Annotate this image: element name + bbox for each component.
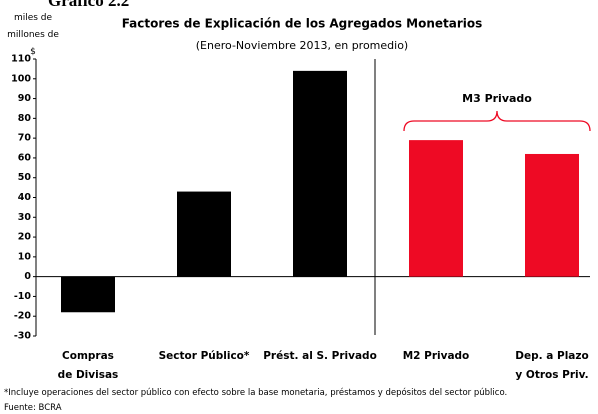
brace <box>403 110 591 132</box>
y-tick-label: 100 <box>11 73 31 84</box>
y-tick-label: 0 <box>24 271 31 282</box>
y-axis-label: miles de millones de $ <box>7 13 59 57</box>
y-tick-label: 110 <box>11 54 31 65</box>
y-tick-label: -10 <box>14 291 32 302</box>
annotation: M3 Privado <box>462 92 532 105</box>
bar <box>409 140 463 277</box>
x-tick-label: Compras de Divisas <box>57 350 119 381</box>
source: Fuente: BCRA <box>4 403 62 413</box>
y-tick-label: -20 <box>14 311 32 322</box>
y-tick-label: 10 <box>18 251 32 262</box>
y-tick-label: 90 <box>18 93 32 104</box>
y-tick-label: 50 <box>18 172 32 183</box>
y-tick-label: 40 <box>18 192 32 203</box>
bar <box>293 70 347 277</box>
y-tick-label: 60 <box>18 152 32 163</box>
x-tick-label: Sector Público* <box>158 350 250 362</box>
x-tick-label: M2 Privado <box>402 350 470 362</box>
y-tick-label: 80 <box>18 113 32 124</box>
chart-subtitle: (Enero-Noviembre 2013, en promedio) <box>196 39 408 52</box>
y-tick-label: 30 <box>18 212 32 223</box>
y-tick-label: 70 <box>18 133 32 144</box>
bar <box>61 276 115 313</box>
x-tick-label: Dep. a Plazo y Otros Priv. <box>515 350 589 381</box>
bar <box>177 191 231 277</box>
y-tick-label: -30 <box>14 331 32 342</box>
bar <box>525 153 579 277</box>
footnote: *Incluye operaciones del sector público … <box>4 388 508 398</box>
x-tick-label: Prést. al S. Privado <box>263 350 377 362</box>
y-tick-label: 20 <box>18 232 32 243</box>
chart-title: Factores de Explicación de los Agregados… <box>122 17 483 31</box>
chart-header: Gráfico 2.2 <box>48 0 129 10</box>
